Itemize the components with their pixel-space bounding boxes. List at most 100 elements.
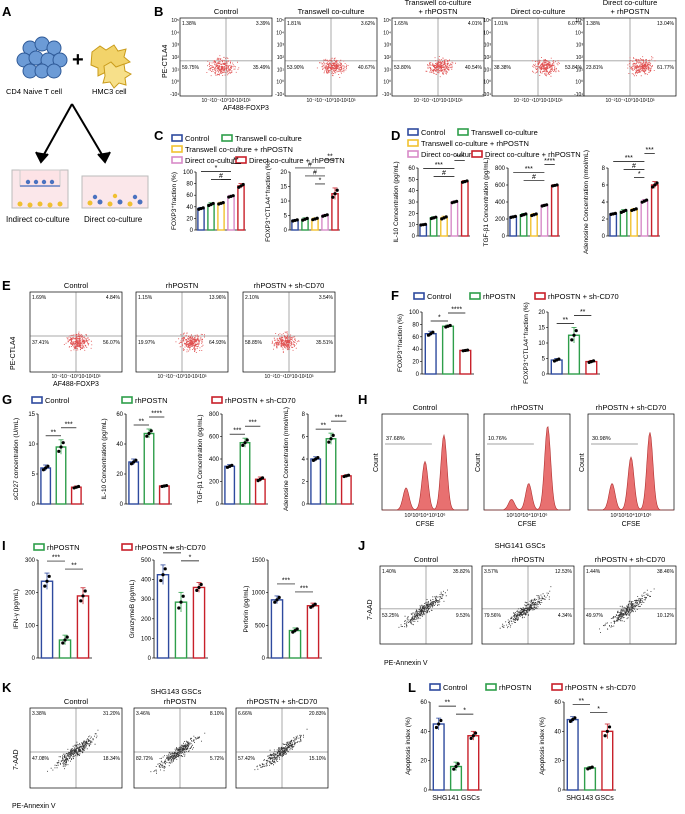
data-point [590, 765, 594, 769]
significance-label: * [215, 165, 218, 172]
legend-item: Transwell co-culture + rhPOSTN [407, 139, 529, 148]
event-dots [175, 332, 205, 353]
y-axis-label: Perforin (pg/mL) [243, 586, 250, 633]
legend-swatch [121, 396, 133, 404]
histogram-x-axis-label: CFSE [518, 521, 537, 528]
quadrant-lr-value: 10.12% [657, 613, 675, 619]
flow-y-tick: 10⁰ [483, 80, 491, 86]
significance-label: # [313, 169, 317, 176]
quadrant-ul-value: 3.38% [32, 711, 47, 717]
quadrant-ll-value: 23.81% [586, 65, 604, 71]
legend-item: Direct co-culture [407, 150, 476, 159]
data-point [241, 182, 245, 187]
bar [619, 210, 628, 237]
data-point [65, 635, 69, 639]
y-tick-label: 500 [255, 623, 266, 629]
legend-item: Direct co-culture + rhPOSTN [471, 150, 581, 159]
significance-label: **** [451, 307, 462, 314]
bar [550, 184, 559, 237]
quadrant-ul-value: 1.81% [287, 21, 302, 27]
significance-label: ** [51, 429, 57, 436]
flow-y-tick: 10² [277, 55, 285, 61]
data-point [335, 188, 339, 192]
data-point [132, 460, 136, 464]
y-tick-label: 600 [209, 435, 220, 441]
panel-label-c: C [154, 128, 164, 143]
data-point [655, 181, 659, 185]
quadrant-ll-value: 82.72% [136, 756, 154, 762]
data-point [230, 463, 234, 467]
legend-swatch [534, 292, 546, 300]
y-tick-label: 6 [302, 435, 306, 441]
flow-y-tick: 10⁰ [383, 80, 391, 86]
significance-label: *** [65, 421, 73, 428]
bar [566, 718, 579, 791]
data-point [555, 183, 559, 187]
event-dots [316, 57, 349, 78]
flow-plot: Control 1.38% 3.39% 59.75% 35.49% 10⁵ 10⁴ 10³ 10… [170, 7, 273, 104]
histogram-curve [382, 433, 468, 511]
y-tick-label: 5 [32, 472, 36, 478]
data-point [434, 215, 438, 219]
data-point [431, 330, 435, 334]
bar [432, 723, 445, 791]
bar-chart-g4: 0 2 4 6 8 Adenosine Concentration (nmol/mL) **… [283, 407, 354, 511]
panel-a-schematic: + CD4 Naive T cell HMC3 cell Indirect co… [6, 36, 149, 224]
significance-label: ** [233, 157, 239, 164]
y-axis-label: FOXP3⁺fraction (%) [397, 314, 404, 372]
y-tick-label: 0 [216, 502, 220, 508]
significance-label: * [319, 177, 322, 184]
bar [224, 465, 236, 505]
quadrant-ll-value: 49.97% [586, 613, 604, 619]
data-point [645, 198, 649, 202]
flow-plot: Transwell co-culture+ rhPOSTN 1.65% 4.01% 5… [382, 0, 485, 104]
y-tick-label: 20 [412, 360, 419, 366]
data-point [603, 734, 607, 738]
legend-swatch [485, 683, 497, 691]
y-tick-label: 40 [186, 205, 193, 211]
data-point [260, 476, 265, 480]
flow-y-tick: 10⁵ [483, 18, 491, 24]
panel-label-i: I [2, 538, 6, 553]
y-axis-label: IFN-γ (pg/mL) [13, 589, 20, 629]
y-tick-label: 200 [141, 617, 152, 623]
quadrant-lr-value: 15.10% [309, 756, 327, 762]
bar [207, 203, 215, 231]
y-tick-label: 0 [424, 788, 428, 794]
data-point [44, 466, 48, 470]
legend-swatch [429, 683, 441, 691]
quadrant-ur-value: 6.07% [568, 21, 583, 27]
panel-j-x-axis-label: PE-Annexin V [384, 660, 428, 667]
quadrant-ll-value: 37.41% [32, 340, 50, 346]
bar [530, 214, 538, 237]
gate-percentage: 37.68% [386, 436, 405, 442]
y-axis-label: IL-10 Concentration (pg/mL) [393, 161, 400, 242]
bar-chart-g3: 0 200 400 600 800 TGF-β1 Concentration (pg/mL… [197, 412, 268, 508]
significance-label: ** [71, 563, 77, 570]
legend-label: rhPOSTN + sh-CD70 [135, 543, 206, 552]
data-point [63, 638, 67, 642]
bar [440, 217, 448, 237]
data-point [634, 207, 638, 211]
flow-x-ticks: 10⁻²10⁻¹10⁰10¹10²10³ [307, 98, 356, 104]
y-tick-label: 0 [32, 502, 36, 508]
y-tick-label: 40 [408, 189, 415, 195]
y-tick-label: 800 [495, 166, 506, 172]
data-point [211, 201, 215, 206]
event-dots [599, 588, 655, 633]
significance-label: ** [321, 423, 327, 430]
bar [601, 730, 614, 791]
flow-plot: rhPOSTN 1.15% 13.96% 19.97% 64.93% 10⁻²10⁻¹10… [135, 281, 229, 380]
panel-label-g: G [2, 392, 12, 407]
data-point [651, 185, 655, 189]
y-axis-label: IL-10 Concentration (pg/mL) [101, 418, 108, 499]
flow-plot-title: Control [64, 281, 89, 290]
significance-label: # [442, 170, 446, 177]
flow-plot-title: Direct co-culture [603, 0, 658, 7]
y-tick-label: 100 [409, 310, 420, 316]
y-tick-label: 0 [302, 502, 306, 508]
quadrant-lr-value: 35.49% [253, 65, 271, 71]
quadrant-lr-value: 5.72% [210, 756, 225, 762]
y-tick-label: 15 [28, 412, 35, 418]
